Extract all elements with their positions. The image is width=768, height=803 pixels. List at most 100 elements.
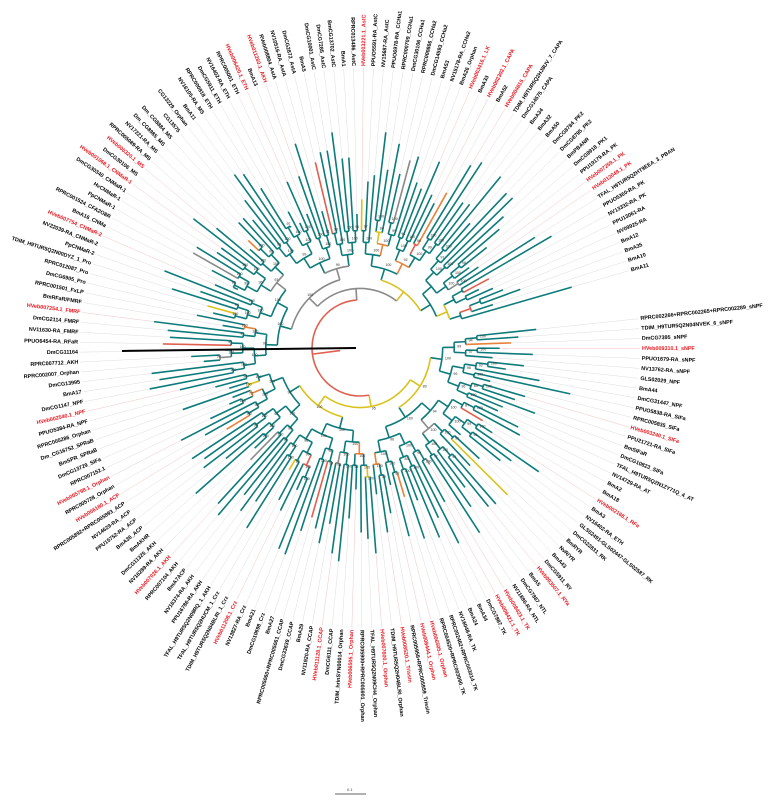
leaf-branch	[475, 427, 540, 473]
leaf-branch	[214, 284, 253, 302]
bootstrap-value: 100	[377, 464, 383, 468]
clade-arc	[472, 372, 476, 378]
leaf-branch	[153, 320, 244, 334]
internal-branch	[437, 399, 449, 408]
bootstrap-value: 100	[366, 236, 372, 240]
leaf-label: GLS02029_NPF	[640, 376, 681, 386]
leaf-guide	[502, 242, 620, 291]
clade-arc	[468, 305, 473, 312]
leaf-branch	[298, 176, 322, 238]
internal-branch	[465, 337, 477, 340]
leaf-branch	[192, 252, 239, 280]
clade-arc	[335, 462, 341, 465]
internal-branch	[447, 282, 459, 291]
bootstrap-value: 100	[305, 238, 311, 242]
clade-arc	[405, 239, 411, 243]
bootstrap-value: 98	[334, 228, 338, 232]
leaf-guide	[195, 121, 235, 175]
bootstrap-value: 100	[364, 465, 370, 469]
internal-branch	[436, 285, 447, 294]
leaf-branch	[388, 173, 401, 223]
internal-branch	[430, 260, 439, 270]
bootstrap-value: 100	[455, 271, 461, 275]
bootstrap-value: 100	[262, 392, 268, 396]
leaf-branch	[409, 466, 441, 538]
leaf-branch	[400, 469, 426, 539]
bootstrap-value: 100	[430, 233, 436, 237]
leaf-branch	[404, 468, 419, 501]
leaf-branch	[296, 475, 304, 491]
bootstrap-value: 99	[457, 344, 461, 348]
leaf-branch	[460, 246, 488, 269]
clade-arc	[272, 408, 281, 418]
internal-branch	[420, 419, 430, 430]
bootstrap-value: 100	[245, 311, 251, 315]
leaf-label: BmA11	[630, 263, 649, 274]
leaf-branch	[393, 156, 420, 237]
leaf-branch	[397, 182, 418, 238]
bootstrap-value: 97	[243, 374, 247, 378]
internal-branch	[443, 298, 455, 306]
internal-branch	[444, 428, 454, 438]
bootstrap-value: 99	[329, 461, 333, 465]
leaf-branch	[326, 150, 344, 244]
internal-branch	[329, 450, 334, 462]
leaf-guide	[534, 198, 597, 238]
bootstrap-value: 100	[241, 363, 247, 367]
leaf-branch	[203, 425, 259, 469]
leaf-branch	[472, 408, 521, 436]
leaf-branch	[243, 439, 288, 496]
leaf-branch	[244, 199, 282, 247]
leaf-guide	[111, 217, 213, 271]
leaf-branch	[278, 477, 309, 550]
internal-branch	[418, 250, 427, 262]
bootstrap-value: 100	[339, 428, 345, 432]
clade-arc	[250, 300, 254, 306]
internal-branch	[439, 370, 451, 375]
leaf-guide	[85, 292, 198, 316]
leaf-branch	[416, 192, 448, 246]
bootstrap-value: 100	[291, 444, 297, 448]
leaf-guide	[313, 71, 328, 151]
bootstrap-value: 100	[252, 329, 258, 333]
internal-branch	[260, 311, 272, 318]
internal-branch	[452, 398, 463, 406]
clade-arc	[261, 412, 267, 419]
leaf-label: BmA44	[639, 386, 658, 395]
internal-branch	[244, 326, 257, 330]
leaf-guide	[83, 302, 223, 326]
leaf-guide	[98, 397, 233, 450]
bootstrap-value: 96	[401, 232, 405, 236]
leaf-branch	[425, 458, 431, 465]
leaf-guide	[518, 426, 611, 474]
clade-arc	[385, 402, 423, 428]
leaf-label: BmA17	[63, 389, 82, 398]
internal-branch	[385, 450, 390, 462]
leaf-label: RPRC002007_Orphan	[24, 370, 80, 381]
leaf-branch	[249, 248, 265, 263]
bootstrap-value: 100	[445, 431, 451, 435]
bootstrap-value: 100	[249, 299, 255, 303]
leaf-guide	[446, 103, 497, 193]
internal-branch	[260, 284, 272, 292]
leaf-branch	[476, 328, 537, 337]
leaf-guide	[87, 282, 214, 314]
bootstrap-value: 100	[431, 442, 437, 446]
internal-branch	[421, 238, 430, 250]
leaf-guide	[492, 233, 616, 289]
internal-branch	[234, 284, 246, 291]
leaf-branch	[162, 343, 232, 347]
scale-bar: 0.1	[335, 787, 366, 795]
internal-branch	[435, 249, 445, 260]
leaf-guide	[82, 373, 152, 383]
leaf-branch	[468, 392, 504, 408]
leaf-branch	[474, 372, 571, 395]
leaf-guide	[107, 226, 238, 290]
leaf-guide	[512, 151, 560, 199]
leaf-guide	[361, 68, 364, 200]
clade-arc	[302, 463, 310, 468]
leaf-guide	[82, 312, 155, 322]
leaf-guide	[460, 434, 573, 532]
leaf-guide	[331, 561, 339, 627]
bootstrap-value: 100	[228, 350, 234, 354]
